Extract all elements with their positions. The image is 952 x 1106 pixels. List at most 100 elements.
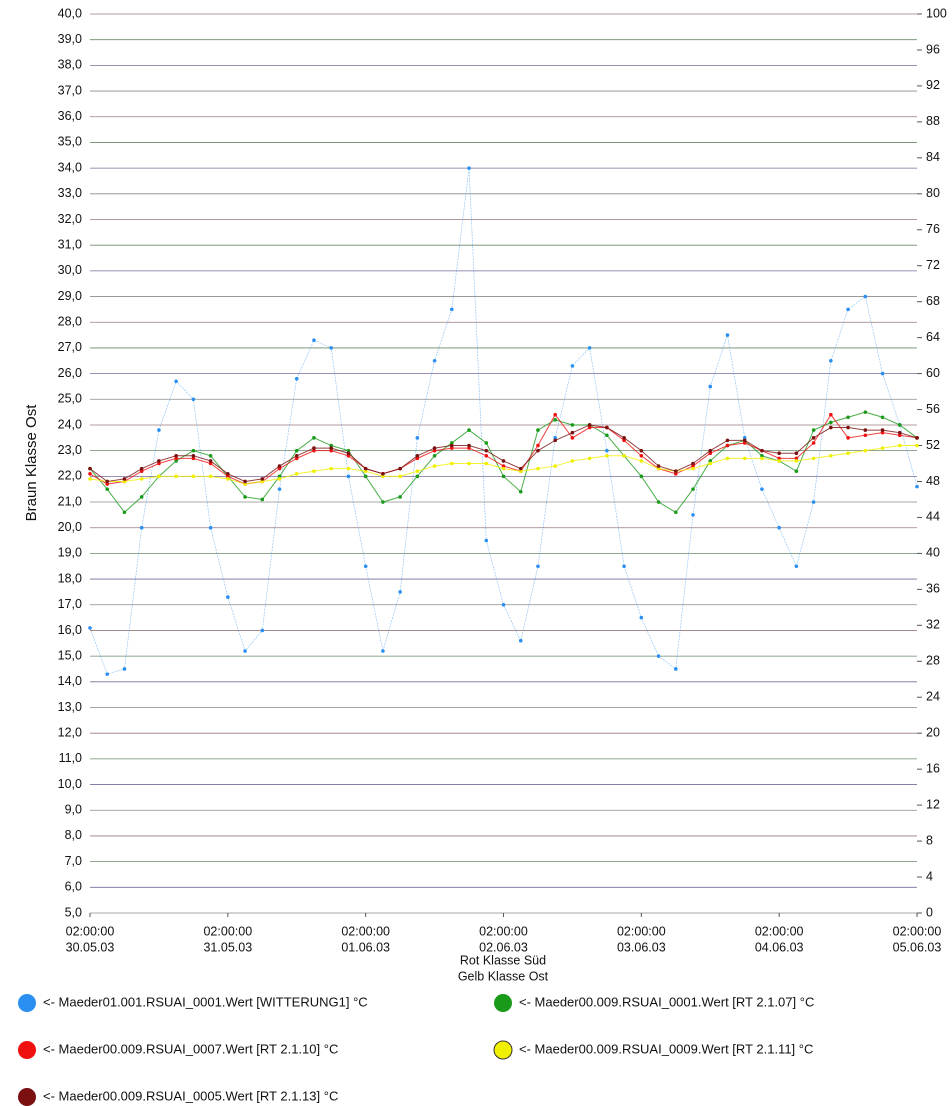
data-point — [381, 474, 385, 479]
data-point — [570, 423, 575, 427]
data-point — [346, 451, 351, 456]
data-point — [467, 446, 471, 450]
data-point — [570, 436, 575, 440]
data-point — [605, 425, 609, 430]
data-point — [742, 441, 747, 445]
data-point — [777, 525, 781, 530]
legend-marker — [494, 994, 512, 1012]
data-point — [294, 453, 299, 458]
data-point — [656, 464, 661, 468]
y-tick-label: 10,0 — [58, 777, 82, 791]
x-tick-label: 05.06.03 — [893, 940, 942, 954]
data-point — [157, 461, 161, 466]
data-point — [243, 649, 247, 653]
data-point — [157, 428, 161, 432]
data-point — [122, 479, 127, 484]
data-point — [777, 459, 781, 463]
data-point — [880, 428, 885, 432]
y-tick-label: 15,0 — [58, 648, 82, 662]
legend-marker — [493, 1040, 513, 1060]
data-point — [139, 469, 144, 474]
data-point — [484, 441, 489, 445]
data-point — [174, 379, 178, 384]
x-tick-label: 02:00:00 — [203, 924, 252, 938]
y2-tick-label: 68 — [926, 294, 940, 308]
data-point — [277, 466, 282, 471]
y-tick-label: 30,0 — [58, 263, 82, 277]
data-point — [846, 425, 850, 430]
data-point — [742, 438, 747, 443]
x-tick-label: 30.05.03 — [66, 940, 115, 954]
x-tick-label: 31.05.03 — [203, 940, 252, 954]
data-point — [794, 564, 799, 569]
data-point — [915, 443, 919, 448]
data-point — [208, 525, 213, 530]
data-point — [673, 667, 678, 671]
data-point — [450, 441, 454, 445]
data-point — [139, 466, 144, 471]
data-point — [880, 371, 885, 376]
y2-tick-label: 52 — [926, 438, 940, 452]
y-tick-label: 31,0 — [58, 237, 82, 251]
data-point — [518, 469, 523, 474]
data-point — [880, 415, 885, 420]
data-point — [208, 453, 213, 458]
data-point — [329, 446, 334, 450]
data-point — [260, 477, 265, 481]
data-point — [329, 466, 334, 471]
data-point — [191, 456, 196, 461]
data-point — [863, 433, 868, 438]
data-point — [294, 471, 299, 476]
data-point — [381, 471, 385, 476]
y-tick-label: 29,0 — [58, 289, 82, 303]
y2-tick-label: 8 — [926, 833, 933, 847]
legend-label: <- Maeder00.009.RSUAI_0001.Wert [RT 2.1.… — [519, 994, 814, 1009]
data-point — [811, 436, 816, 440]
data-point — [415, 469, 420, 474]
data-point — [863, 448, 868, 453]
data-point — [88, 471, 92, 476]
data-point — [897, 423, 902, 427]
data-point — [829, 412, 833, 417]
y-tick-label: 22,0 — [58, 469, 82, 483]
data-point — [656, 654, 661, 658]
data-point — [501, 464, 506, 468]
x-tick-label: 02:00:00 — [66, 924, 115, 938]
data-point — [415, 474, 420, 479]
y-axis-label: Braun Klasse Ost — [23, 404, 40, 522]
data-point — [794, 469, 799, 474]
data-point — [467, 443, 471, 448]
x-axis-label: Gelb Klasse Ost — [458, 969, 549, 983]
data-point — [587, 456, 592, 461]
data-point — [829, 425, 833, 430]
data-point — [415, 453, 420, 458]
data-point — [760, 456, 764, 461]
y-tick-label: 36,0 — [58, 109, 82, 123]
data-point — [570, 430, 575, 435]
data-point — [794, 456, 799, 461]
data-point — [398, 590, 402, 594]
y2-tick-label: 80 — [926, 186, 940, 200]
data-point — [277, 477, 282, 481]
y2-tick-label: 16 — [926, 761, 940, 775]
legend-label: <- Maeder00.009.RSUAI_0009.Wert [RT 2.1.… — [519, 1041, 813, 1056]
data-point — [105, 672, 110, 676]
data-point — [329, 448, 334, 453]
data-point — [570, 459, 575, 463]
data-point — [329, 443, 334, 448]
data-point — [725, 333, 730, 337]
data-point — [294, 456, 299, 461]
data-point — [897, 430, 902, 435]
data-point — [139, 525, 144, 530]
data-point — [897, 433, 902, 438]
data-point — [518, 638, 523, 643]
data-point — [518, 489, 523, 494]
data-point — [846, 436, 850, 440]
data-point — [450, 443, 454, 448]
data-point — [191, 453, 196, 458]
data-point — [122, 667, 127, 671]
data-point — [777, 451, 781, 456]
data-point — [398, 466, 402, 471]
y-tick-label: 19,0 — [58, 546, 82, 560]
